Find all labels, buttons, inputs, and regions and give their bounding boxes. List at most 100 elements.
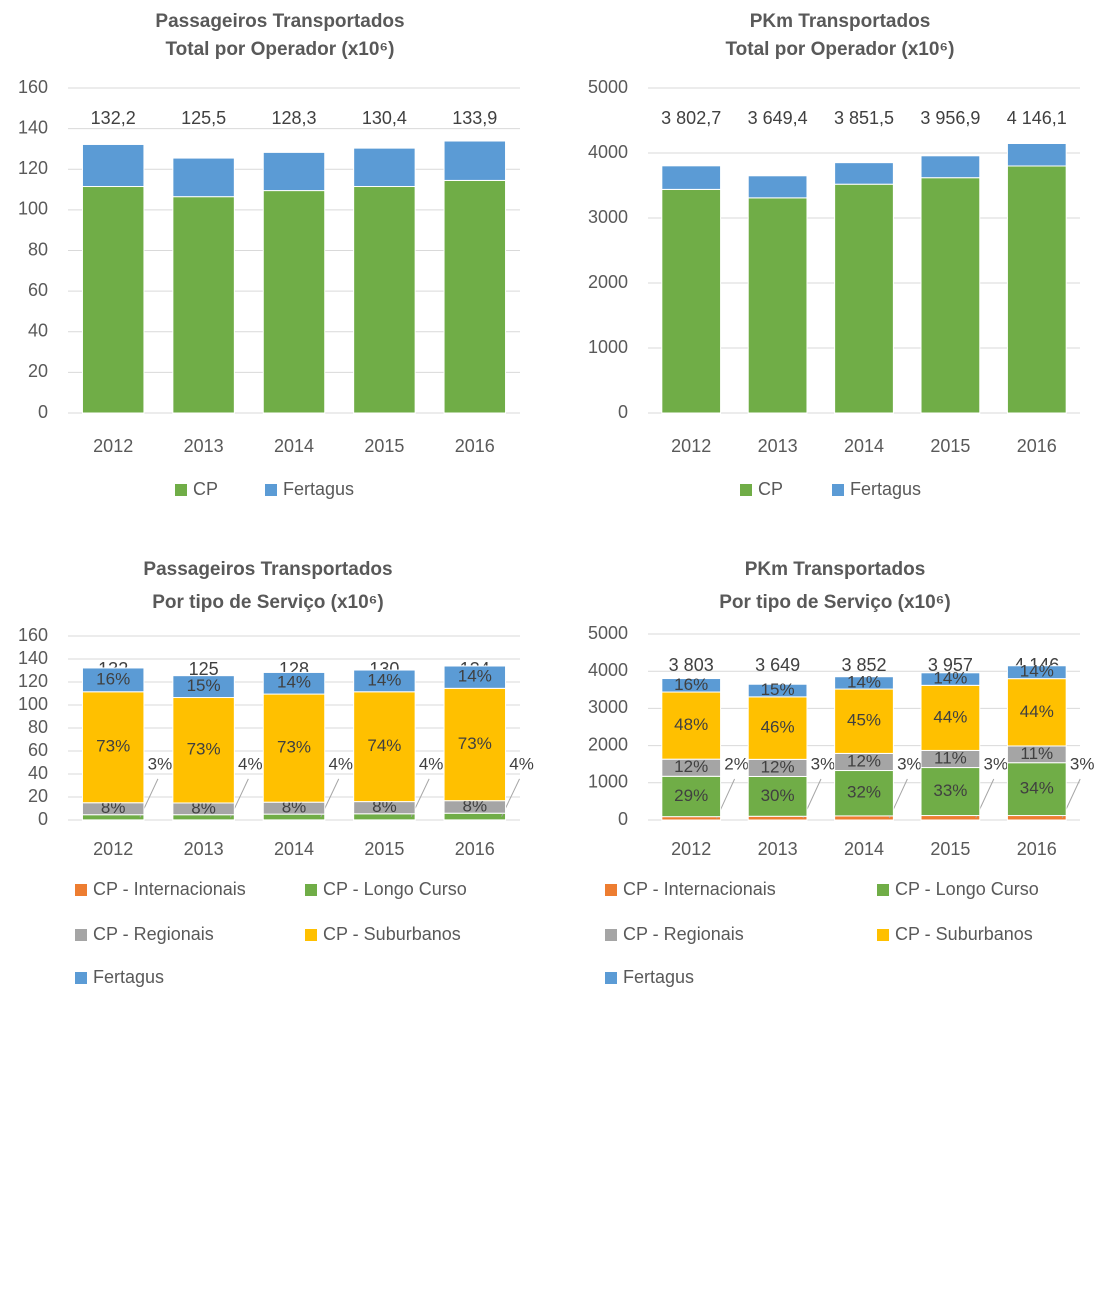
bar-segment <box>1006 665 1067 680</box>
legend-swatch <box>605 929 617 941</box>
share-label: 8% <box>463 796 488 815</box>
bar-segment <box>920 767 981 817</box>
chart-title: Passageiros Transportados <box>155 11 404 32</box>
legend-swatch <box>265 484 277 496</box>
legend-swatch <box>305 884 317 896</box>
share-label: 11% <box>1020 744 1053 763</box>
y-tick-label: 5000 <box>588 623 628 643</box>
chart: Passageiros Transportados Por tipo de Ser… <box>18 559 534 987</box>
legend-swatch <box>605 972 617 984</box>
total-label: 130,4 <box>362 108 407 128</box>
share-label: 4% <box>238 754 263 773</box>
x-tick-label: 2015 <box>930 839 970 859</box>
y-tick-label: 0 <box>618 809 628 829</box>
legend-swatch <box>877 929 889 941</box>
share-label: 4% <box>509 754 534 773</box>
share-label: 73% <box>187 740 221 759</box>
share-label: 4% <box>419 754 444 773</box>
share-label: 30% <box>761 786 795 805</box>
y-tick-label: 120 <box>18 158 48 178</box>
chart-title: PKm Transportados <box>745 559 926 580</box>
chart-subtitle: Total por Operador (x10⁶) <box>725 39 954 60</box>
legend-label: CP - Longo Curso <box>323 879 467 899</box>
legend-label: CP <box>193 479 218 499</box>
bar-segment <box>262 693 326 803</box>
share-label: 33% <box>933 781 967 800</box>
share-label: 46% <box>761 718 795 737</box>
y-tick-label: 120 <box>18 671 48 691</box>
total-label: 133,9 <box>452 108 497 128</box>
bar-segment <box>920 155 981 179</box>
legend-swatch <box>75 884 87 896</box>
share-label: 4% <box>328 754 353 773</box>
y-tick-label: 140 <box>18 117 48 137</box>
bar-segment <box>834 815 894 821</box>
share-label: 16% <box>674 675 708 694</box>
legend-swatch <box>305 929 317 941</box>
x-tick-label: 2014 <box>274 839 314 859</box>
y-tick-label: 4000 <box>588 142 628 162</box>
x-tick-label: 2012 <box>93 436 133 456</box>
bar-segment <box>172 697 235 804</box>
y-tick-label: 140 <box>18 648 48 668</box>
total-label: 3 957 <box>928 655 973 675</box>
bar-segment <box>262 151 326 192</box>
x-tick-label: 2013 <box>758 839 798 859</box>
bar-segment <box>661 678 722 693</box>
bar-segment <box>262 190 326 414</box>
bar-segment <box>747 683 808 698</box>
y-tick-label: 100 <box>18 694 48 714</box>
chart: PKm Transportados Total por Operador (x10… <box>588 11 1080 499</box>
bar-segment <box>1006 815 1067 821</box>
share-label: 14% <box>1020 662 1054 681</box>
chart: Passageiros Transportados Total por Opera… <box>18 11 520 499</box>
share-label: 14% <box>277 673 311 692</box>
share-label: 29% <box>674 786 708 805</box>
bar-segment <box>661 816 722 821</box>
share-label: 3% <box>897 754 922 773</box>
x-tick-label: 2016 <box>1017 839 1057 859</box>
share-label: 12% <box>674 757 708 776</box>
bar-segment <box>747 175 808 199</box>
share-label: 74% <box>367 736 401 755</box>
share-label: 48% <box>674 715 708 734</box>
y-tick-label: 0 <box>38 402 48 422</box>
legend-swatch <box>740 484 752 496</box>
x-tick-label: 2013 <box>184 839 224 859</box>
total-label: 128,3 <box>271 108 316 128</box>
share-label: 14% <box>847 672 881 691</box>
bar-segment <box>834 688 894 754</box>
share-label: 44% <box>933 707 967 726</box>
total-label: 3 803 <box>669 655 714 675</box>
bar-segment <box>172 196 235 414</box>
x-tick-label: 2014 <box>274 436 314 456</box>
x-tick-label: 2016 <box>455 436 495 456</box>
bar-segment <box>920 684 981 751</box>
y-tick-label: 100 <box>18 199 48 219</box>
x-tick-label: 2016 <box>1017 436 1057 456</box>
share-label: 3% <box>148 754 173 773</box>
y-tick-label: 60 <box>28 740 48 760</box>
share-label: 12% <box>847 751 881 770</box>
y-tick-label: 40 <box>28 763 48 783</box>
y-tick-label: 1000 <box>588 772 628 792</box>
share-label: 73% <box>96 737 130 756</box>
bar-segment <box>661 165 722 190</box>
x-tick-label: 2015 <box>364 839 404 859</box>
legend-label: CP - Internacionais <box>93 879 246 899</box>
total-label: 3 649 <box>755 655 800 675</box>
legend-label: CP - Regionais <box>93 924 214 944</box>
legend-label: CP - Suburbanos <box>323 924 461 944</box>
y-tick-label: 20 <box>28 361 48 381</box>
legend-swatch <box>75 972 87 984</box>
legend-label: CP - Longo Curso <box>895 879 1039 899</box>
legend-label: Fertagus <box>93 967 164 987</box>
y-tick-label: 60 <box>28 280 48 300</box>
y-tick-label: 40 <box>28 321 48 341</box>
x-tick-label: 2014 <box>844 839 884 859</box>
bar-segment <box>747 815 808 821</box>
bar-segment <box>661 775 722 818</box>
y-tick-label: 3000 <box>588 207 628 227</box>
share-label: 14% <box>367 670 401 689</box>
bar-segment <box>353 669 416 693</box>
